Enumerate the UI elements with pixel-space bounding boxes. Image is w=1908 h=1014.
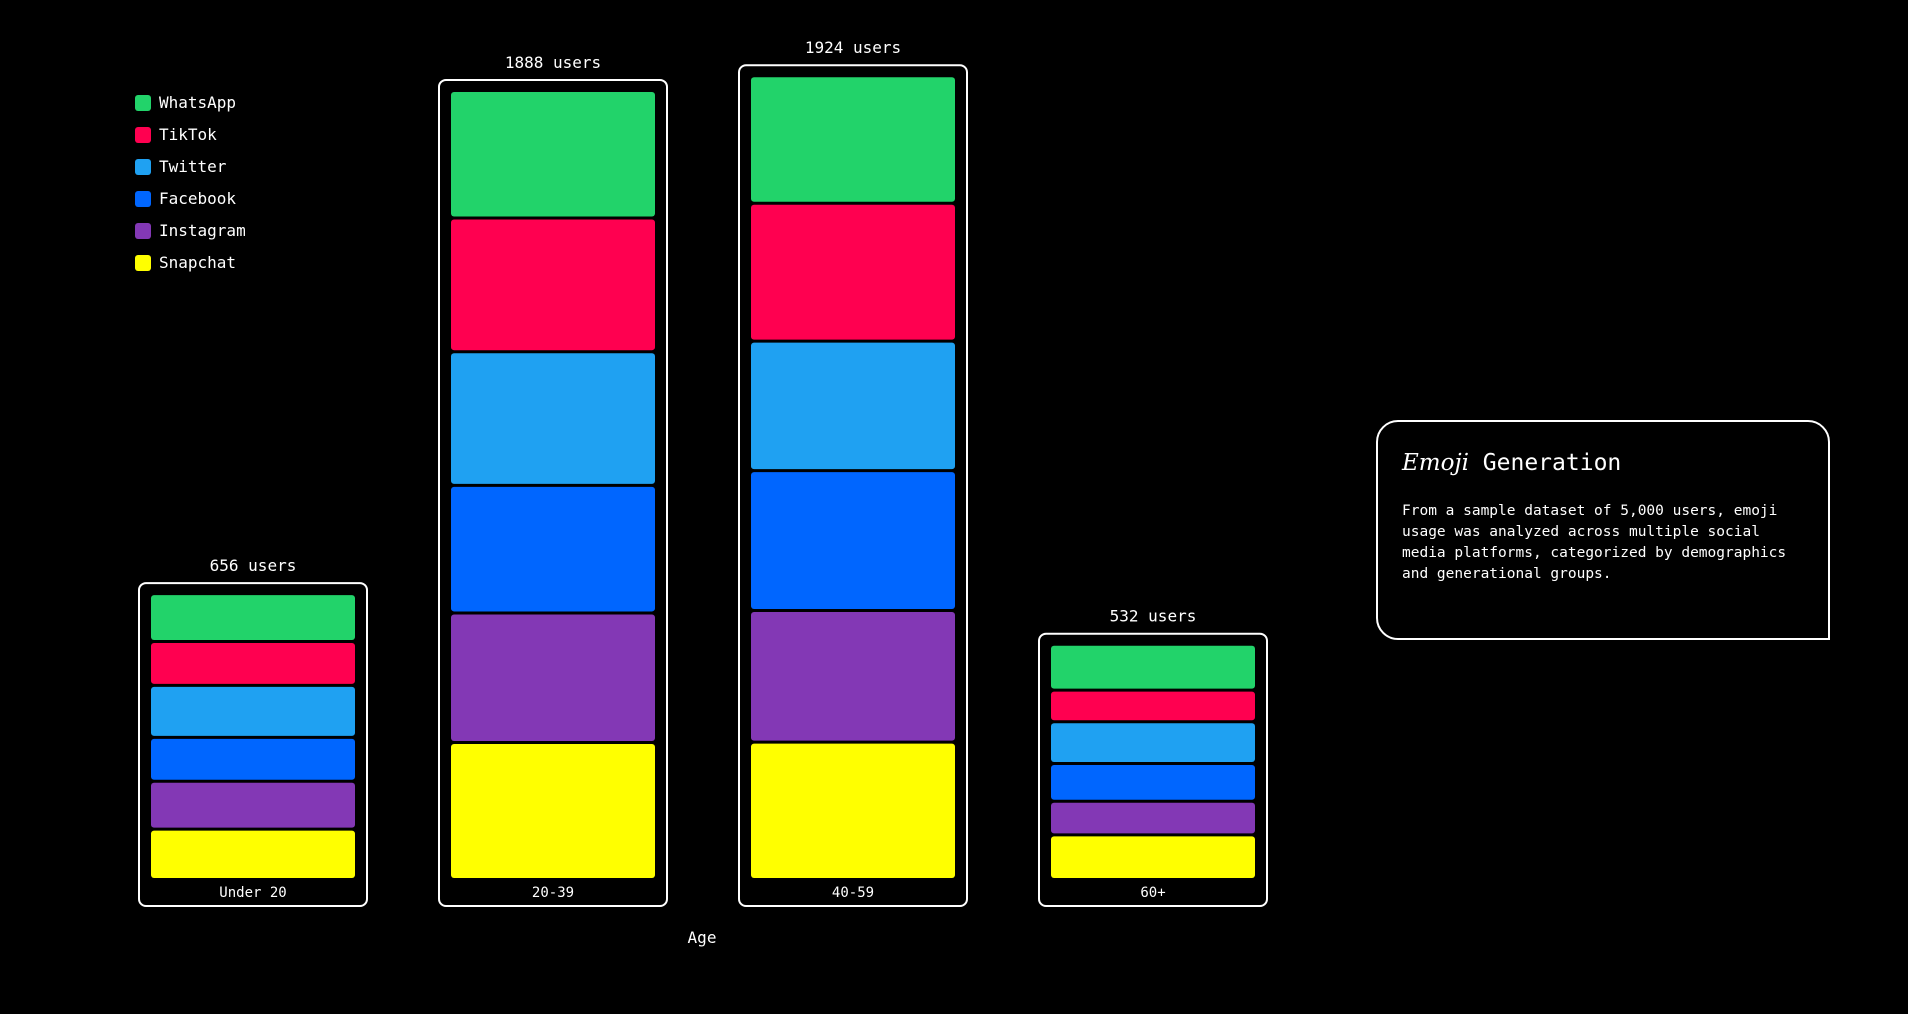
category-label: Under 20 xyxy=(219,885,286,901)
legend-swatch xyxy=(135,159,151,175)
legend-swatch xyxy=(135,255,151,271)
bar-segment xyxy=(1051,645,1255,689)
card-title-rest: Generation xyxy=(1482,450,1622,476)
bar-segment xyxy=(751,472,955,609)
legend-swatch xyxy=(135,191,151,207)
bar-frame xyxy=(1038,632,1268,907)
bar-segment xyxy=(751,204,955,340)
legend-swatch xyxy=(135,95,151,111)
legend-swatch xyxy=(135,127,151,143)
bar-segment xyxy=(751,611,955,741)
legend-swatch xyxy=(135,223,151,239)
bar-segment xyxy=(151,595,355,641)
bar-frame xyxy=(438,78,668,908)
bar-group: Under 20 656 users xyxy=(138,556,368,907)
total-label: 1888 users xyxy=(505,53,601,72)
legend-label: Instagram xyxy=(159,221,246,240)
card-description: From a sample dataset of 5,000 users, em… xyxy=(1402,503,1787,582)
bar-segment xyxy=(151,830,355,878)
bar-segment xyxy=(451,91,655,217)
bar-frame xyxy=(738,64,968,907)
x-axis-label: Age xyxy=(688,928,717,947)
card-title: Emoji Generation xyxy=(1402,449,1804,477)
bar-segment xyxy=(1051,836,1255,878)
bar-group: 40-59 1924 users xyxy=(738,38,968,907)
legend-label: Twitter xyxy=(159,157,227,176)
bar-segment xyxy=(1051,802,1255,834)
bar-segment xyxy=(151,686,355,736)
legend-item: Instagram xyxy=(135,221,246,240)
card-title-emphasis: Emoji xyxy=(1402,450,1469,476)
bar-frame xyxy=(138,582,368,907)
total-label: 1924 users xyxy=(805,38,901,57)
bar-segment xyxy=(751,743,955,878)
bar-segment xyxy=(751,342,955,470)
bar-segment xyxy=(151,782,355,828)
bar-segment xyxy=(751,77,955,202)
legend-item: TikTok xyxy=(135,125,217,144)
legend-item: Snapchat xyxy=(135,253,236,272)
category-label: 40-59 xyxy=(832,885,874,901)
category-label: 60+ xyxy=(1140,885,1165,901)
bar-segment xyxy=(1051,723,1255,762)
legend-item: Facebook xyxy=(135,189,236,208)
bar-group: 20-39 1888 users xyxy=(438,53,668,908)
category-label: 20-39 xyxy=(532,885,574,901)
bar-segment xyxy=(451,614,655,742)
bar-segment xyxy=(451,486,655,612)
total-label: 656 users xyxy=(210,556,297,575)
legend-item: Twitter xyxy=(135,157,227,176)
bar-segment xyxy=(151,738,355,780)
legend-label: Facebook xyxy=(159,189,236,208)
bar-segment xyxy=(451,353,655,484)
legend-label: Snapchat xyxy=(159,253,236,272)
bar-segment xyxy=(1051,691,1255,721)
legend-item: WhatsApp xyxy=(135,93,236,112)
bar-segment xyxy=(1051,764,1255,800)
legend-label: TikTok xyxy=(159,125,217,144)
legend-label: WhatsApp xyxy=(159,93,236,112)
bar-segment xyxy=(451,744,655,878)
info-card: Emoji Generation From a sample dataset o… xyxy=(1376,420,1830,640)
bar-group: 60+ 532 users xyxy=(1038,607,1268,907)
total-label: 532 users xyxy=(1110,607,1197,626)
bar-segment xyxy=(451,219,655,351)
bar-segment xyxy=(151,643,355,684)
